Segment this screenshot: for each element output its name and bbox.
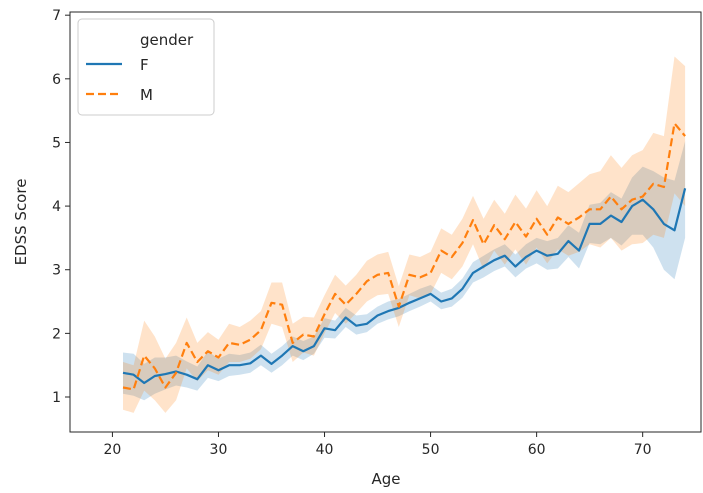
y-axis-label: EDSS Score — [12, 179, 30, 266]
x-tick-label: 70 — [634, 442, 652, 458]
series-lines — [122, 122, 687, 391]
x-axis-label: Age — [371, 470, 400, 488]
plot-frame — [69, 11, 702, 433]
series-line-m — [122, 122, 686, 391]
y-tick-label: 3 — [52, 263, 61, 279]
y-tick-label: 1 — [52, 390, 61, 406]
y-tick-label: 4 — [52, 199, 61, 215]
legend-title: gender — [140, 31, 194, 49]
x-tick-label: 60 — [528, 442, 546, 458]
legend-box — [77, 18, 215, 116]
x-tick-label: 20 — [104, 442, 122, 458]
y-tick-label: 6 — [52, 72, 61, 88]
ci-band-f — [123, 141, 686, 401]
y-tick-label: 5 — [52, 135, 61, 151]
legend: gender F M — [77, 18, 215, 116]
x-tick-label: 50 — [422, 442, 440, 458]
series-line-f — [122, 188, 687, 385]
legend-label-f: F — [140, 56, 149, 74]
y-axis: 1 2 3 4 5 6 7 — [52, 8, 70, 406]
x-tick-label: 40 — [316, 442, 334, 458]
x-axis: 20 30 40 50 60 70 — [104, 432, 652, 458]
y-tick-label: 7 — [52, 8, 61, 24]
x-tick-label: 30 — [210, 442, 228, 458]
legend-label-m: M — [140, 86, 153, 104]
y-tick-label: 2 — [52, 326, 61, 342]
